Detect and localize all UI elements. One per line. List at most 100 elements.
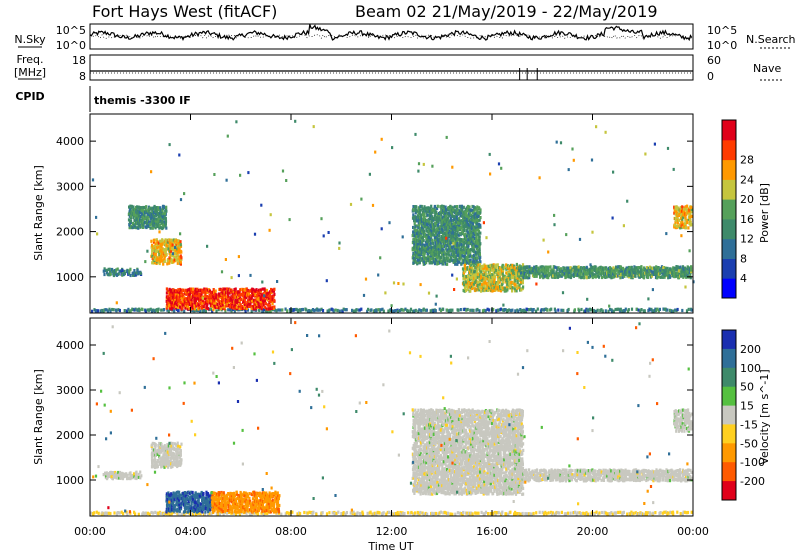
heatmap-cell — [369, 510, 372, 514]
heatmap-cell — [373, 511, 376, 515]
heatmap-cell — [453, 232, 456, 236]
heatmap-cell — [446, 236, 449, 240]
heatmap-cell — [577, 265, 580, 269]
heatmap-cell — [668, 269, 671, 273]
heatmap-cell — [422, 214, 425, 218]
heatmap-cell — [194, 293, 197, 298]
heatmap-cell — [171, 246, 175, 250]
heatmap-cell — [454, 239, 457, 244]
heatmap-cell — [445, 210, 448, 214]
heatmap-cell — [478, 239, 481, 243]
heatmap-cell — [456, 262, 459, 266]
heatmap-cell — [580, 307, 583, 312]
heatmap-cell — [540, 270, 543, 274]
heatmap-cell — [108, 267, 111, 271]
heatmap-cell — [454, 262, 457, 266]
power-panel-frame — [89, 113, 694, 314]
heatmap-cell — [445, 236, 448, 240]
heatmap-cell — [430, 204, 433, 208]
heatmap-cell — [464, 260, 467, 264]
heatmap-cell — [554, 265, 557, 269]
heatmap-cell — [510, 263, 513, 267]
heatmap-cell — [176, 247, 179, 251]
heatmap-cell — [328, 308, 331, 312]
heatmap-cell — [447, 511, 450, 515]
heatmap-cell — [468, 223, 471, 227]
heatmap-cell — [139, 218, 142, 222]
heatmap-cell — [142, 205, 145, 210]
heatmap-cell — [445, 214, 448, 218]
heatmap-cell — [446, 218, 449, 222]
heatmap-cell — [489, 281, 492, 285]
heatmap-cell — [637, 512, 641, 516]
heatmap-cell — [130, 204, 133, 208]
heatmap-cell — [519, 271, 522, 275]
heatmap-cell — [545, 275, 548, 279]
heatmap-cell — [93, 511, 96, 515]
heatmap-cell — [414, 252, 417, 257]
heatmap-cell — [469, 267, 472, 271]
heatmap-cell — [176, 258, 179, 262]
heatmap-cell — [445, 135, 448, 139]
heatmap-cell — [165, 253, 168, 257]
heatmap-cell — [423, 512, 426, 516]
heatmap-cell — [423, 257, 426, 261]
heatmap-cell — [575, 266, 578, 270]
heatmap-cell — [654, 511, 657, 515]
heatmap-cell — [103, 272, 106, 277]
heatmap-cell — [488, 152, 491, 156]
heatmap-cell — [159, 218, 162, 222]
heatmap-cell — [555, 140, 558, 144]
heatmap-cell — [384, 291, 387, 295]
heatmap-cell — [470, 220, 473, 224]
heatmap-cell — [109, 511, 112, 516]
heatmap-cell — [190, 490, 193, 494]
heatmap-cell — [612, 309, 615, 313]
heatmap-cell — [190, 305, 193, 309]
heatmap-cell — [164, 250, 167, 254]
heatmap-cell — [462, 277, 465, 281]
heatmap-cell — [248, 304, 251, 308]
heatmap-cell — [264, 302, 267, 306]
heatmap-cell — [462, 510, 465, 515]
heatmap-cell — [474, 269, 477, 273]
heatmap-cell — [215, 296, 219, 300]
heatmap-cell — [416, 209, 419, 213]
heatmap-cell — [489, 512, 492, 516]
y-tick-label: 4000 — [56, 135, 84, 148]
heatmap-cell — [469, 308, 472, 312]
heatmap-cell — [611, 512, 614, 516]
heatmap-cell — [547, 276, 550, 280]
heatmap-cell — [456, 232, 459, 236]
heatmap-cell — [438, 218, 441, 222]
heatmap-cell — [223, 287, 226, 291]
heatmap-cell — [447, 231, 450, 235]
heatmap-cell — [176, 501, 179, 505]
heatmap-cell — [404, 307, 407, 311]
heatmap-cell — [676, 211, 679, 215]
heatmap-cell — [435, 252, 438, 256]
heatmap-cell — [674, 267, 678, 271]
heatmap-cell — [413, 248, 416, 252]
heatmap-cell — [196, 296, 199, 301]
heatmap-cell — [178, 498, 181, 502]
heatmap-cell — [285, 179, 288, 182]
heatmap-cell — [362, 293, 366, 297]
heatmap-cell — [630, 276, 633, 280]
heatmap-cell — [502, 268, 505, 272]
heatmap-cell — [539, 265, 542, 269]
heatmap-cell — [170, 497, 173, 501]
heatmap-cell — [522, 276, 525, 280]
heatmap-cell — [530, 269, 533, 273]
heatmap-cell — [504, 286, 507, 290]
heatmap-cell — [448, 233, 451, 237]
heatmap-cell — [677, 270, 680, 275]
heatmap-cell — [470, 284, 474, 288]
heatmap-cell — [157, 217, 160, 221]
heatmap-cell — [465, 249, 469, 253]
heatmap-cell — [668, 511, 671, 515]
heatmap-cell — [224, 291, 227, 295]
heatmap-cell — [681, 209, 684, 213]
heatmap-cell — [180, 293, 183, 298]
heatmap-cell — [166, 504, 169, 508]
